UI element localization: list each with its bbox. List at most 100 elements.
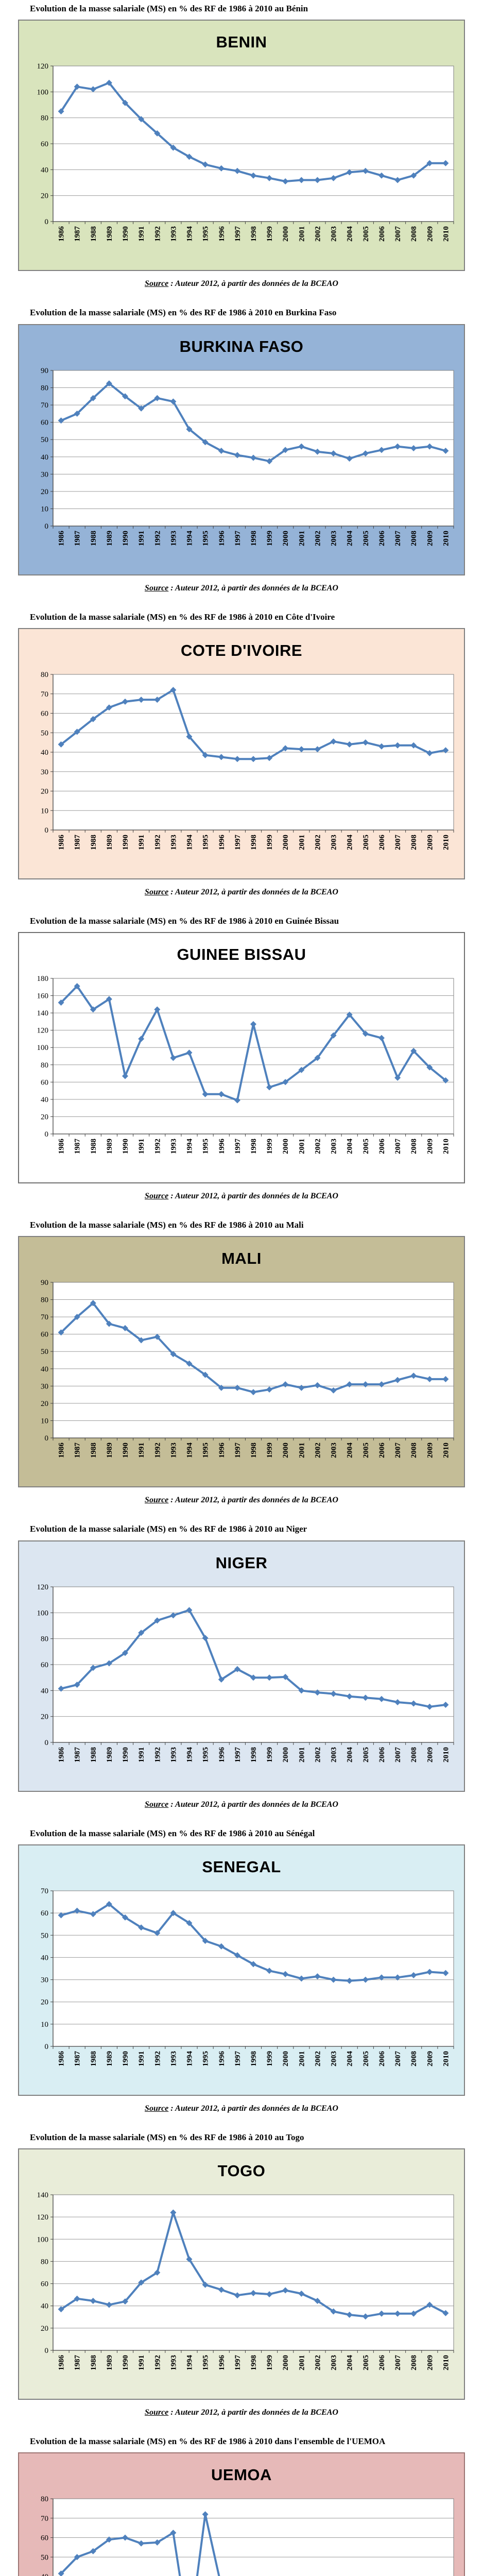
y-tick-label: 10 [41,2021,48,2029]
x-tick-label: 2008 [410,226,418,242]
y-tick-label: 120 [37,62,49,71]
data-point-marker [58,2306,64,2313]
x-tick-label: 2000 [282,2355,290,2370]
y-tick-label: 40 [41,166,48,175]
x-tick-label: 1986 [58,2050,66,2066]
data-point-marker [346,2312,353,2318]
x-tick-label: 2008 [410,1747,418,1762]
x-tick-label: 2005 [362,1139,370,1154]
x-tick-label: 2002 [314,2355,322,2370]
data-point-marker [282,2287,289,2294]
x-tick-label: 2001 [298,835,306,850]
x-tick-label: 2005 [362,835,370,850]
y-tick-label: 140 [37,2191,49,2199]
x-tick-label: 2000 [282,835,290,850]
data-point-marker [186,154,193,160]
data-point-marker [74,2295,80,2302]
x-tick-label: 2009 [426,835,434,850]
data-point-marker [202,1937,209,1944]
data-point-marker [346,1381,353,1388]
y-tick-label: 90 [41,1279,48,1287]
x-tick-label: 1991 [137,2355,146,2370]
data-point-marker [250,755,256,762]
x-tick-label: 1991 [137,1443,146,1458]
x-tick-label: 1989 [106,2355,114,2370]
chart-section: Evolution de la masse salariale (MS) en … [0,3,483,289]
y-tick-label: 80 [41,1061,48,1070]
data-point-marker [106,704,112,710]
x-tick-label: 1990 [122,1139,130,1154]
x-tick-label: 1999 [266,1139,274,1154]
x-tick-label: 2006 [378,2355,386,2371]
x-tick-label: 2008 [410,2355,418,2370]
data-point-marker [314,448,321,455]
data-point-marker [58,999,64,1006]
data-point-marker [298,2291,305,2297]
y-tick-label: 30 [41,1976,48,1984]
data-point-marker [442,1970,449,1976]
data-point-marker [314,746,321,753]
data-point-marker [138,1924,145,1930]
plot-svg: 0 10 20 30 40 50 60 70 80 90 1986 1987 1988 1989 1990 1… [41,367,454,546]
data-point-marker [154,130,161,137]
x-tick-label: 1995 [202,1139,210,1154]
y-tick-label: 0 [45,522,49,531]
data-point-marker [106,380,112,386]
data-point-marker [74,983,80,990]
figure-caption: Evolution de la masse salariale (MS) en … [30,1220,304,1230]
y-tick-label: 20 [41,192,48,200]
data-point-marker [346,1693,353,1700]
chart-box: GUINEE BISSAU 0 20 40 60 80 100 120 140 160 180 198… [18,932,465,1183]
chart-box: SENEGAL 0 10 20 30 40 50 60 70 1986 1987 1988 1989 19… [18,1844,465,2096]
data-point-marker [186,2256,193,2263]
data-point-marker [346,1011,353,1018]
x-tick-label: 2001 [298,2051,306,2066]
data-point-marker [218,1384,225,1391]
x-tick-label: 2007 [394,1747,402,1762]
data-point-marker [426,160,433,167]
data-point-marker [362,1976,369,1983]
data-point-marker [266,1386,273,1393]
data-point-marker [122,1073,128,1079]
x-tick-label: 1990 [122,2355,130,2370]
x-tick-label: 1994 [186,226,194,242]
x-tick-label: 2010 [442,226,450,242]
x-tick-label: 2010 [442,2355,450,2370]
country-title: GUINEE BISSAU [177,945,306,963]
data-point-marker [74,1907,80,1914]
x-tick-label: 1998 [250,835,258,850]
source-text: : Auteur 2012, à partir des données de l… [168,1496,338,1505]
x-tick-label: 1990 [122,531,130,546]
data-point-marker [250,1389,256,1396]
data-point-marker [346,169,353,176]
x-tick-label: 2002 [314,1443,322,1458]
y-tick-label: 160 [37,992,49,1001]
data-point-marker [362,168,369,175]
y-tick-label: 60 [41,1661,48,1669]
source-text: : Auteur 2012, à partir des données de l… [168,2104,338,2113]
data-point-marker [314,1382,321,1388]
data-point-marker [170,686,177,693]
data-point-marker [346,741,353,748]
x-tick-label: 2004 [346,2355,354,2371]
y-tick-label: 0 [45,1130,49,1139]
x-tick-label: 1986 [58,1139,66,1155]
data-point-marker [330,1032,337,1039]
plot-svg: 0 10 20 30 40 50 60 70 80 1986 1987 1988 1989 1990 199… [41,671,454,850]
source-label: Source [145,1192,169,1200]
x-tick-label: 1998 [250,1443,258,1458]
x-tick-label: 1999 [266,1443,274,1458]
x-tick-label: 1997 [234,226,242,242]
data-point-marker [442,747,449,753]
data-point-marker [330,738,337,744]
data-point-marker [154,1617,161,1623]
x-tick-label: 2007 [394,226,402,242]
data-point-marker [330,1690,337,1697]
data-point-marker [282,1673,289,1680]
x-tick-label: 2010 [442,835,450,850]
x-tick-label: 1997 [234,1139,242,1155]
x-tick-label: 1989 [106,1139,114,1154]
source-line: Source : Auteur 2012, à partir des donné… [0,2104,483,2113]
x-tick-label: 2007 [394,2050,402,2066]
